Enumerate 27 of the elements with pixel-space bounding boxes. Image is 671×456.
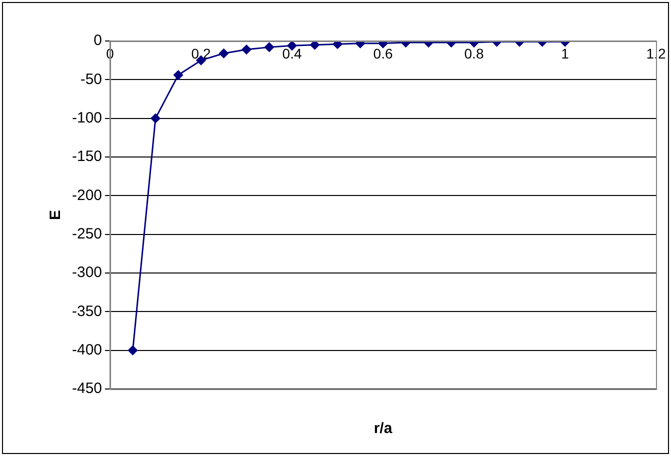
x-tick-label: 0.4 bbox=[282, 45, 302, 62]
y-tick-label: -300 bbox=[72, 264, 102, 282]
y-tick-label: -200 bbox=[72, 186, 102, 204]
x-tick-label: 1.2 bbox=[646, 45, 666, 62]
point bbox=[378, 41, 388, 48]
point bbox=[264, 42, 274, 52]
y-axis-title: E bbox=[47, 210, 64, 220]
y-tick-label: -50 bbox=[80, 70, 102, 88]
point bbox=[219, 48, 229, 58]
x-tick-label: 0.6 bbox=[373, 45, 393, 62]
x-axis-title: r/a bbox=[374, 420, 393, 438]
y-tick-label: -350 bbox=[72, 302, 102, 320]
y-tick-label: -250 bbox=[72, 225, 102, 242]
y-tick-label: -450 bbox=[72, 380, 102, 398]
point bbox=[356, 41, 366, 48]
y-tick-label: -150 bbox=[72, 148, 102, 166]
x-tick-label: 1 bbox=[561, 45, 570, 62]
y-tick-label: -100 bbox=[72, 109, 102, 126]
point bbox=[128, 346, 138, 356]
x-tick-label: 0.8 bbox=[464, 45, 484, 62]
point bbox=[174, 70, 184, 80]
y-tick-label: 0 bbox=[94, 32, 102, 50]
point bbox=[150, 114, 160, 124]
y-tick-label: -400 bbox=[72, 341, 102, 358]
point bbox=[332, 41, 342, 49]
point bbox=[242, 44, 252, 54]
point bbox=[310, 41, 320, 50]
